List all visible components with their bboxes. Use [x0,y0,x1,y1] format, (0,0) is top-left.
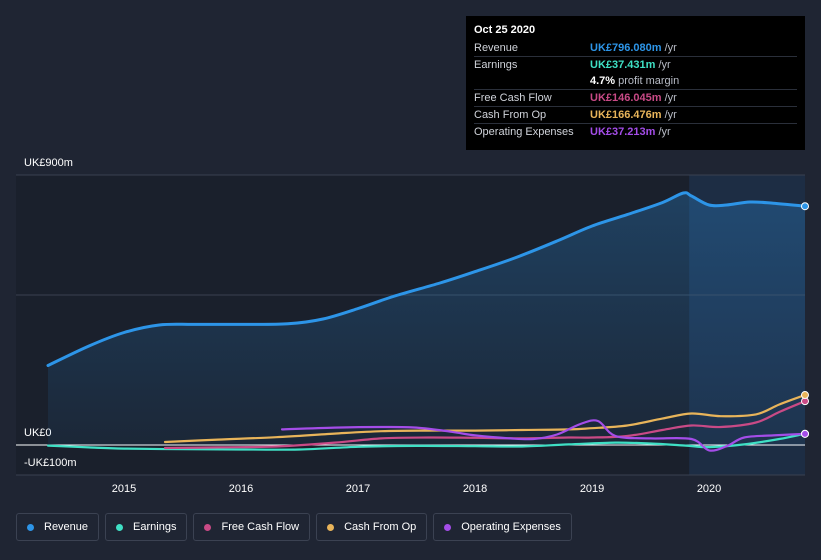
legend-label: Operating Expenses [461,521,561,533]
legend-item-cash-from-op[interactable]: Cash From Op [316,513,428,541]
tooltip-row-profit-margin: 4.7% profit margin [474,73,797,89]
tooltip-value: UK£796.080m [590,42,662,54]
tooltip-row-earnings: Earnings UK£37.431m /yr [474,56,797,73]
tooltip-value: UK£166.476m [590,109,662,121]
y-axis-zero-label: UK£0 [24,427,52,439]
series-layer [46,191,809,452]
series-line-free-cash-flow[interactable] [163,400,807,450]
y-axis-neg-label: -UK£100m [24,457,77,469]
tooltip-label [474,73,590,89]
legend-dot-icon [116,523,124,531]
legend: Revenue Earnings Free Cash Flow Cash Fro… [16,513,572,541]
tooltip-row-revenue: Revenue UK£796.080m /yr [474,40,797,56]
tooltip-label: Free Cash Flow [474,92,552,104]
tooltip-unit: /yr [664,109,677,121]
legend-label: Free Cash Flow [221,521,300,533]
series-end-point-cash-from-op[interactable] [801,391,809,400]
y-axis-top-label: UK£900m [24,157,73,169]
tooltip-row-free-cash-flow: Free Cash Flow UK£146.045m /yr [474,89,797,106]
tooltip-unit: profit margin [618,75,680,87]
tooltip-row-operating-expenses: Operating Expenses UK£37.213m /yr [474,123,797,140]
x-tick-label: 2020 [697,483,721,495]
tooltip-unit: /yr [658,126,671,138]
x-tick-label: 2019 [580,483,604,495]
tooltip-value: UK£37.213m [590,126,656,138]
legend-dot-icon [444,523,452,531]
tooltip-label: Cash From Op [474,109,547,121]
tooltip-unit: /yr [658,59,671,71]
legend-item-earnings[interactable]: Earnings [105,513,188,541]
tooltip-value: 4.7% [590,75,616,87]
legend-item-revenue[interactable]: Revenue [16,513,100,541]
legend-label: Cash From Op [344,521,417,533]
legend-label: Revenue [44,521,89,533]
series-line-operating-expenses[interactable] [280,419,807,452]
tooltip-label: Earnings [474,59,518,71]
legend-dot-icon [327,523,335,531]
x-tick-label: 2016 [229,483,253,495]
tooltip-row-cash-from-op: Cash From Op UK£166.476m /yr [474,106,797,123]
tooltip-label: Revenue [474,42,519,54]
legend-item-free-cash-flow[interactable]: Free Cash Flow [193,513,311,541]
tooltip: Oct 25 2020 Revenue UK£796.080m /yr Earn… [466,16,805,150]
tooltip-unit: /yr [664,92,677,104]
series-end-point-revenue[interactable] [801,202,809,211]
series-line-revenue[interactable] [46,191,807,367]
tooltip-date: Oct 25 2020 [474,24,536,36]
series-area-revenue [48,192,805,445]
x-tick-label: 2015 [112,483,136,495]
x-tick-label: 2017 [346,483,370,495]
legend-item-operating-expenses[interactable]: Operating Expenses [433,513,572,541]
legend-dot-icon [204,523,212,531]
tooltip-value: UK£146.045m [590,92,662,104]
series-end-point-operating-expenses[interactable] [801,429,809,438]
x-axis: 2015 2016 2017 2018 2019 2020 [112,483,721,495]
tooltip-label: Operating Expenses [474,126,574,138]
tooltip-value: UK£37.431m [590,59,656,71]
legend-label: Earnings [133,521,177,533]
tooltip-unit: /yr [664,42,677,54]
legend-dot-icon [27,523,34,531]
series-line-earnings[interactable] [46,432,807,451]
x-tick-label: 2018 [463,483,487,495]
